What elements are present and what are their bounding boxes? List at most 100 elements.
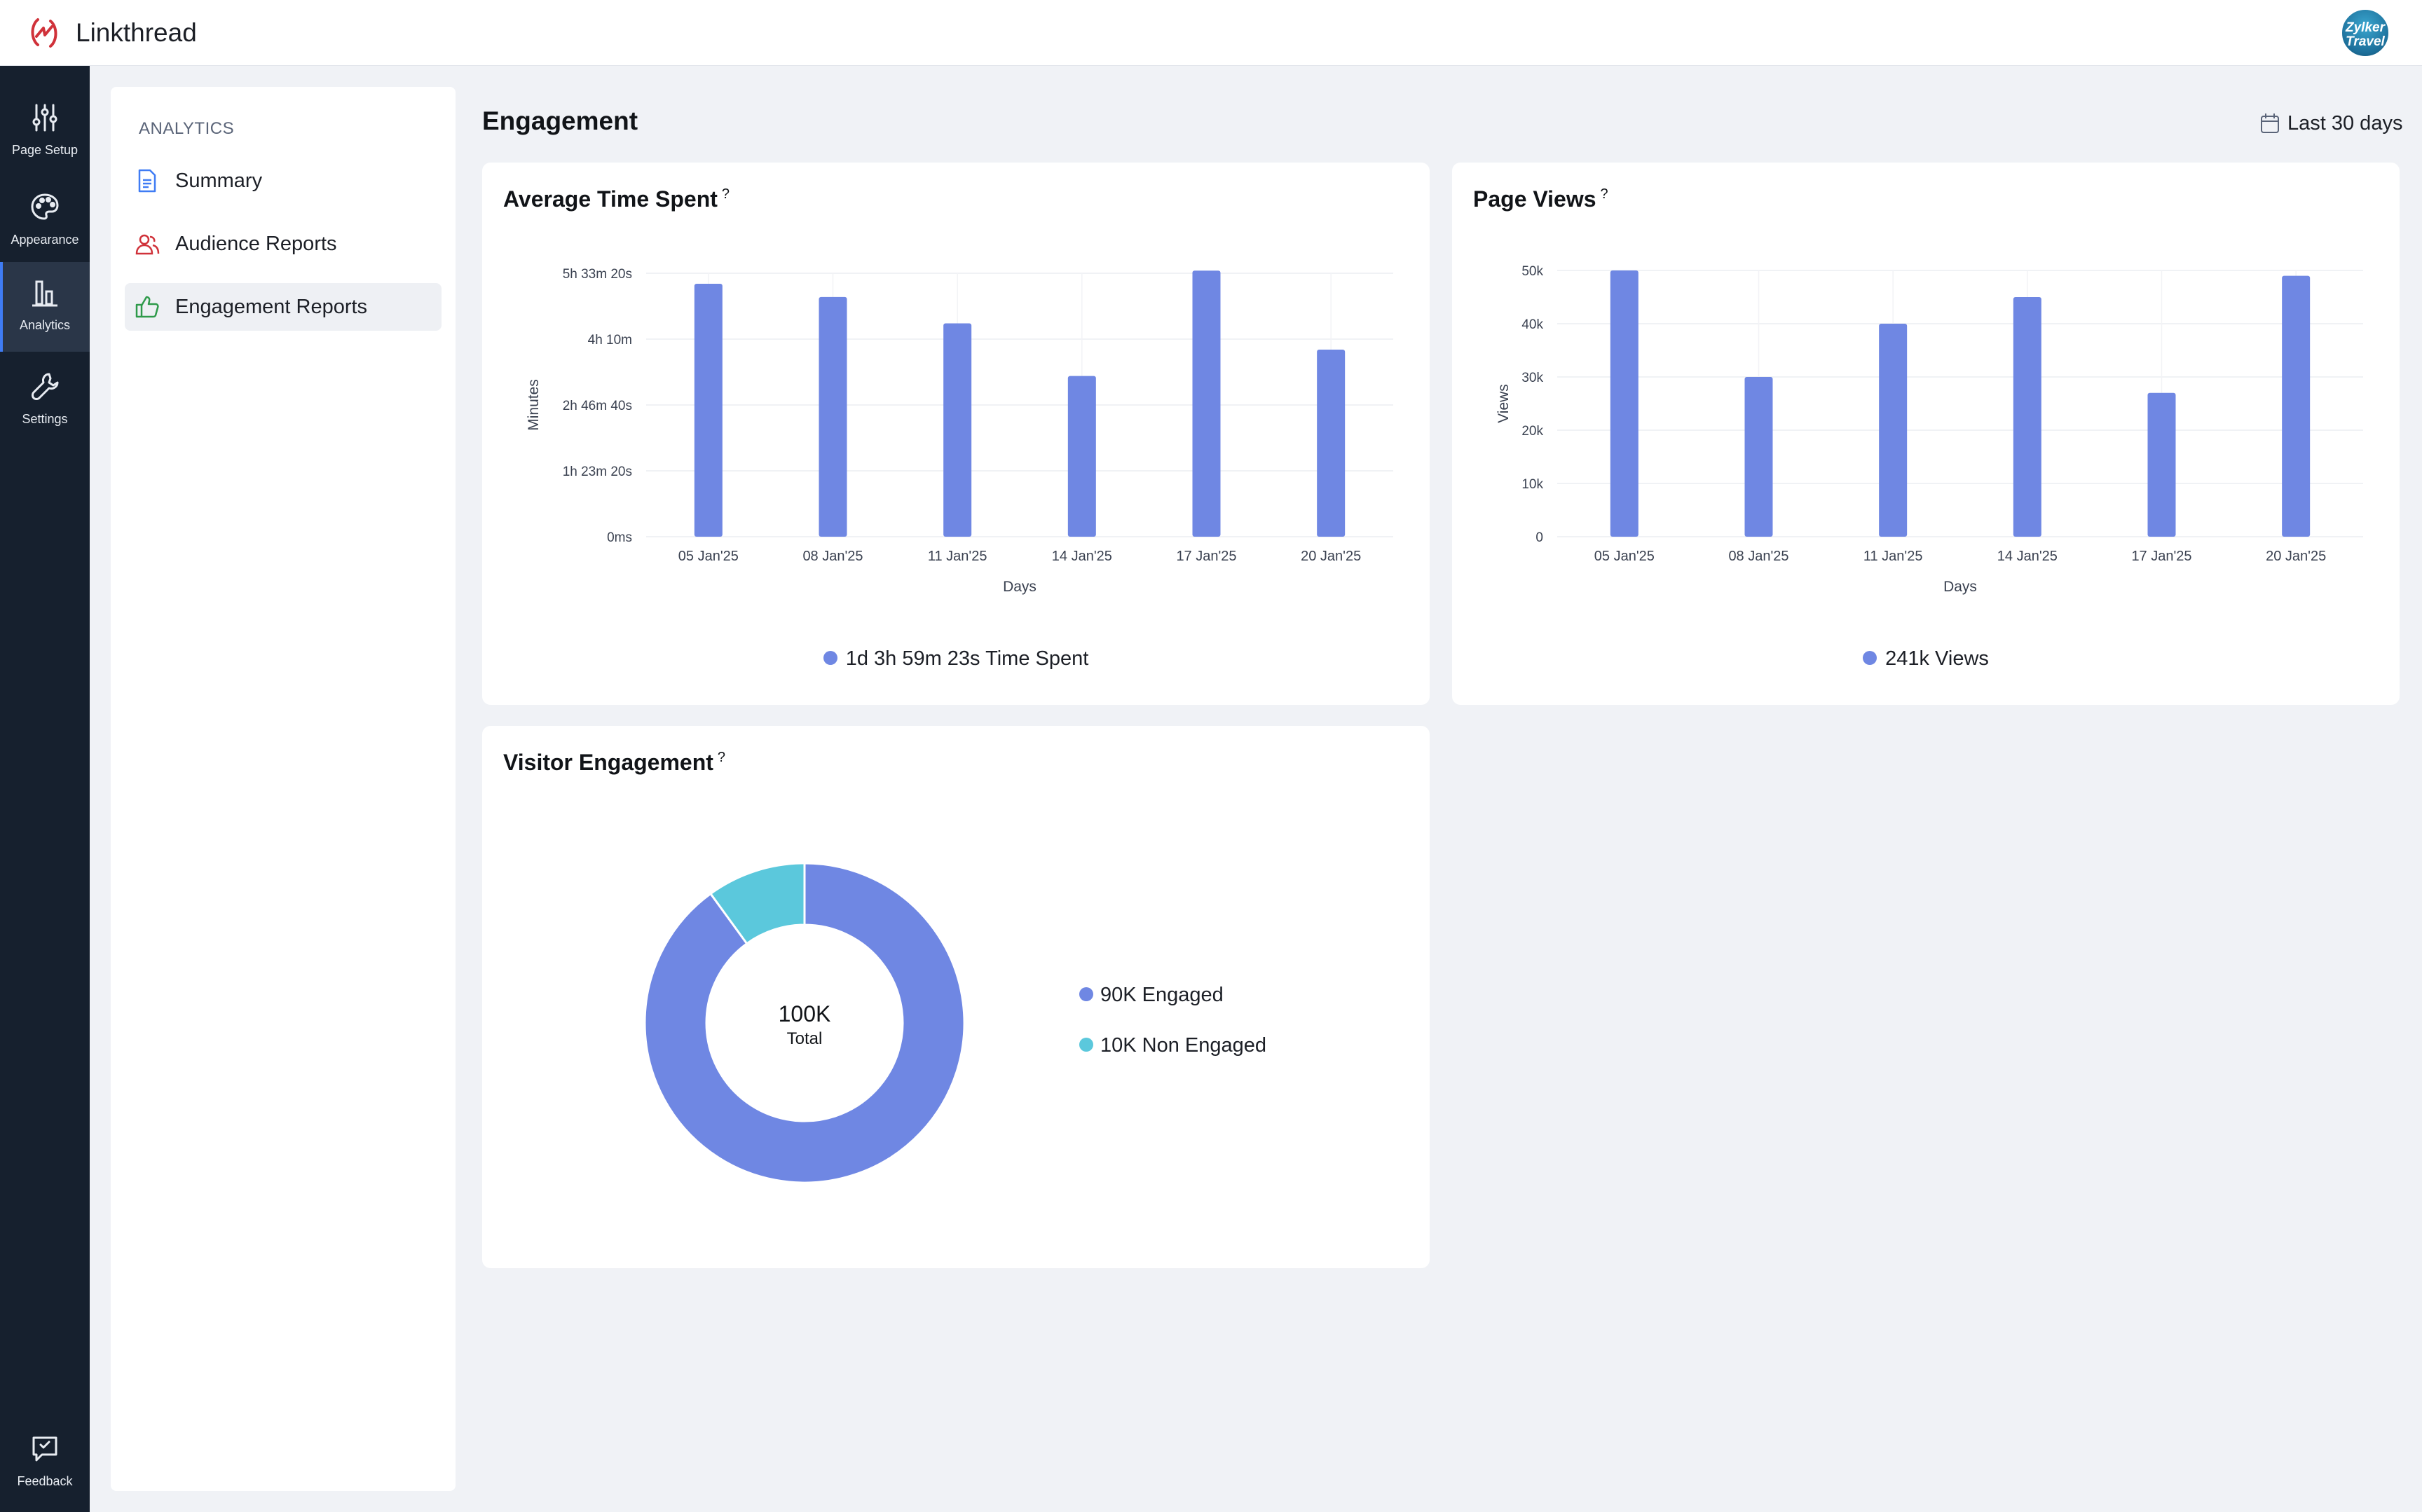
sidebar-heading: ANALYTICS (139, 119, 235, 138)
donut-legend-item[interactable]: 90K Engaged (1079, 984, 1224, 1007)
donut-center-value: 100K (779, 1001, 831, 1026)
card-title-text: Average Time Spent (503, 186, 718, 212)
bar (2013, 297, 2041, 537)
nav-item-analytics[interactable]: Analytics (0, 262, 90, 352)
x-tick-label: 14 Jan'25 (1997, 549, 2058, 564)
bar (2147, 392, 2176, 537)
x-tick-label: 08 Jan'25 (1728, 549, 1788, 564)
bar (1067, 376, 1096, 537)
help-icon[interactable]: ? (721, 186, 730, 202)
bar (1192, 270, 1221, 537)
x-tick-label: 17 Jan'25 (2131, 549, 2191, 564)
page-views-card: Page Views? 0 10k 20k 30k 40k 50k 05 Jan'25 08 … (1452, 163, 2400, 705)
y-tick-label: 2h 46m 40s (563, 399, 632, 413)
x-tick-label: 05 Jan'25 (1594, 549, 1655, 564)
donut-slice (643, 862, 966, 1184)
card-title-text: Visitor Engagement (503, 750, 713, 775)
y-tick-label: 50k (1521, 264, 1543, 279)
app-name: Linkthread (76, 18, 197, 47)
x-tick-label: 08 Jan'25 (802, 549, 863, 564)
y-tick-label: 4h 10m (588, 333, 632, 348)
y-tick-label: 20k (1521, 424, 1543, 439)
legend-swatch (1863, 651, 1877, 666)
bar (1610, 270, 1638, 537)
legend-swatch (1079, 1038, 1093, 1052)
x-axis-label: Days (1003, 579, 1036, 595)
palette-icon (31, 193, 59, 220)
left-nav: Page Setup Appearance Analytics Settings… (0, 66, 90, 1512)
bar (1317, 350, 1346, 537)
y-tick-label: 40k (1521, 317, 1543, 332)
card-title: Page Views? (1473, 186, 1608, 212)
y-tick-label: 0 (1535, 530, 1543, 545)
avatar-text-line: Travel (2346, 34, 2385, 49)
page-views-chart: 0 10k 20k 30k 40k 50k 05 Jan'25 08 Jan'25 11 Jan… (1496, 264, 2363, 595)
x-tick-label: 11 Jan'25 (1863, 549, 1923, 564)
feedback-icon (32, 1436, 57, 1462)
sidebar-item-audience-reports[interactable]: Audience Reports (125, 220, 442, 268)
sidebar-item-engagement-reports[interactable]: Engagement Reports (125, 283, 442, 331)
y-tick-label: 5h 33m 20s (563, 267, 632, 282)
chart-legend[interactable]: 1d 3h 59m 23s Time Spent (482, 647, 1430, 671)
calendar-icon (2261, 114, 2279, 133)
nav-item-feedback[interactable]: Feedback (0, 1418, 90, 1508)
y-axis-label: Minutes (526, 379, 542, 431)
avatar-text-line: Zylker (2346, 20, 2385, 35)
bar-chart-icon (32, 280, 57, 307)
sidebar-item-label: Engagement Reports (175, 296, 368, 318)
donut-legend-item[interactable]: 10K Non Engaged (1079, 1034, 1266, 1057)
top-bar: Linkthread Zylker Travel (0, 0, 2422, 66)
x-axis-label: Days (1943, 579, 1977, 595)
bar (943, 323, 972, 537)
nav-label: Feedback (17, 1474, 73, 1488)
visitor-engagement-card: Visitor Engagement? 100K Total 90K Engage… (482, 726, 1430, 1268)
x-tick-label: 05 Jan'25 (678, 549, 739, 564)
average-time-spent-card: Average Time Spent? 0ms 1h 23m 20s 2h 46m … (482, 163, 1430, 705)
y-tick-label: 10k (1521, 477, 1543, 492)
nav-item-page-setup[interactable]: Page Setup (0, 87, 90, 177)
sidebar-item-summary[interactable]: Summary (125, 157, 442, 205)
y-axis-label: Views (1496, 384, 1512, 423)
nav-label: Appearance (11, 233, 79, 247)
page-title: Engagement (482, 106, 638, 135)
x-tick-label: 17 Jan'25 (1176, 549, 1236, 564)
nav-item-appearance[interactable]: Appearance (0, 177, 90, 266)
help-icon[interactable]: ? (717, 750, 726, 766)
linkthread-logo-icon[interactable] (28, 14, 60, 52)
y-tick-label: 30k (1521, 371, 1543, 385)
audience-icon (135, 234, 160, 255)
nav-label: Settings (22, 412, 68, 426)
bar (819, 296, 847, 537)
date-range-label: Last 30 days (2287, 112, 2403, 135)
legend-swatch (823, 651, 837, 666)
legend-label: 90K Engaged (1100, 984, 1224, 1006)
legend-label: 241k Views (1885, 647, 1989, 670)
analytics-sidebar: ANALYTICS Summary Audience Reports Engag… (111, 87, 456, 1491)
legend-label: 1d 3h 59m 23s Time Spent (845, 647, 1089, 670)
x-tick-label: 14 Jan'25 (1052, 549, 1112, 564)
thumbs-up-icon (135, 296, 159, 318)
sliders-icon (32, 104, 57, 132)
help-icon[interactable]: ? (1600, 186, 1608, 202)
x-tick-label: 20 Jan'25 (1301, 549, 1361, 564)
bar (694, 284, 723, 537)
document-icon (138, 169, 156, 193)
donut-center-label: Total (787, 1029, 823, 1048)
bar (1744, 377, 1773, 537)
nav-label: Page Setup (11, 143, 78, 157)
nav-label: Analytics (19, 318, 71, 332)
y-tick-label: 0ms (607, 530, 632, 545)
card-title-text: Page Views (1473, 186, 1596, 212)
sidebar-item-label: Audience Reports (175, 233, 337, 255)
legend-swatch (1079, 987, 1093, 1002)
wrench-icon (32, 373, 59, 400)
avatar[interactable]: Zylker Travel (2341, 8, 2390, 57)
x-tick-label: 20 Jan'25 (2266, 549, 2326, 564)
x-tick-label: 11 Jan'25 (928, 549, 987, 564)
chart-legend[interactable]: 241k Views (1452, 647, 2400, 671)
bar (1879, 324, 1908, 537)
donut-slice (709, 862, 806, 945)
sidebar-item-label: Summary (175, 170, 263, 192)
bar (2282, 275, 2311, 537)
nav-item-settings[interactable]: Settings (0, 356, 90, 446)
